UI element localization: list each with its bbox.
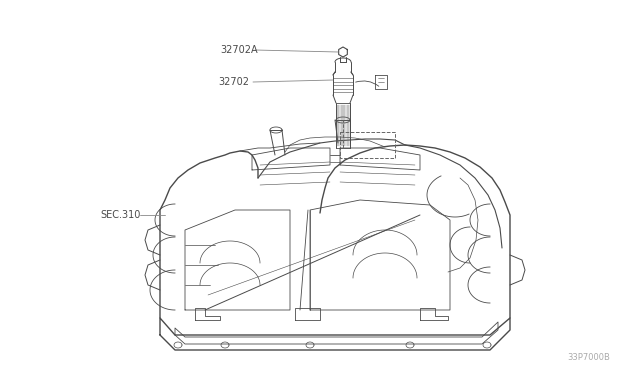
Text: 32702A: 32702A xyxy=(220,45,258,55)
Text: 33P7000B: 33P7000B xyxy=(567,353,610,362)
Text: SEC.310: SEC.310 xyxy=(100,210,140,220)
Text: 32702: 32702 xyxy=(218,77,249,87)
